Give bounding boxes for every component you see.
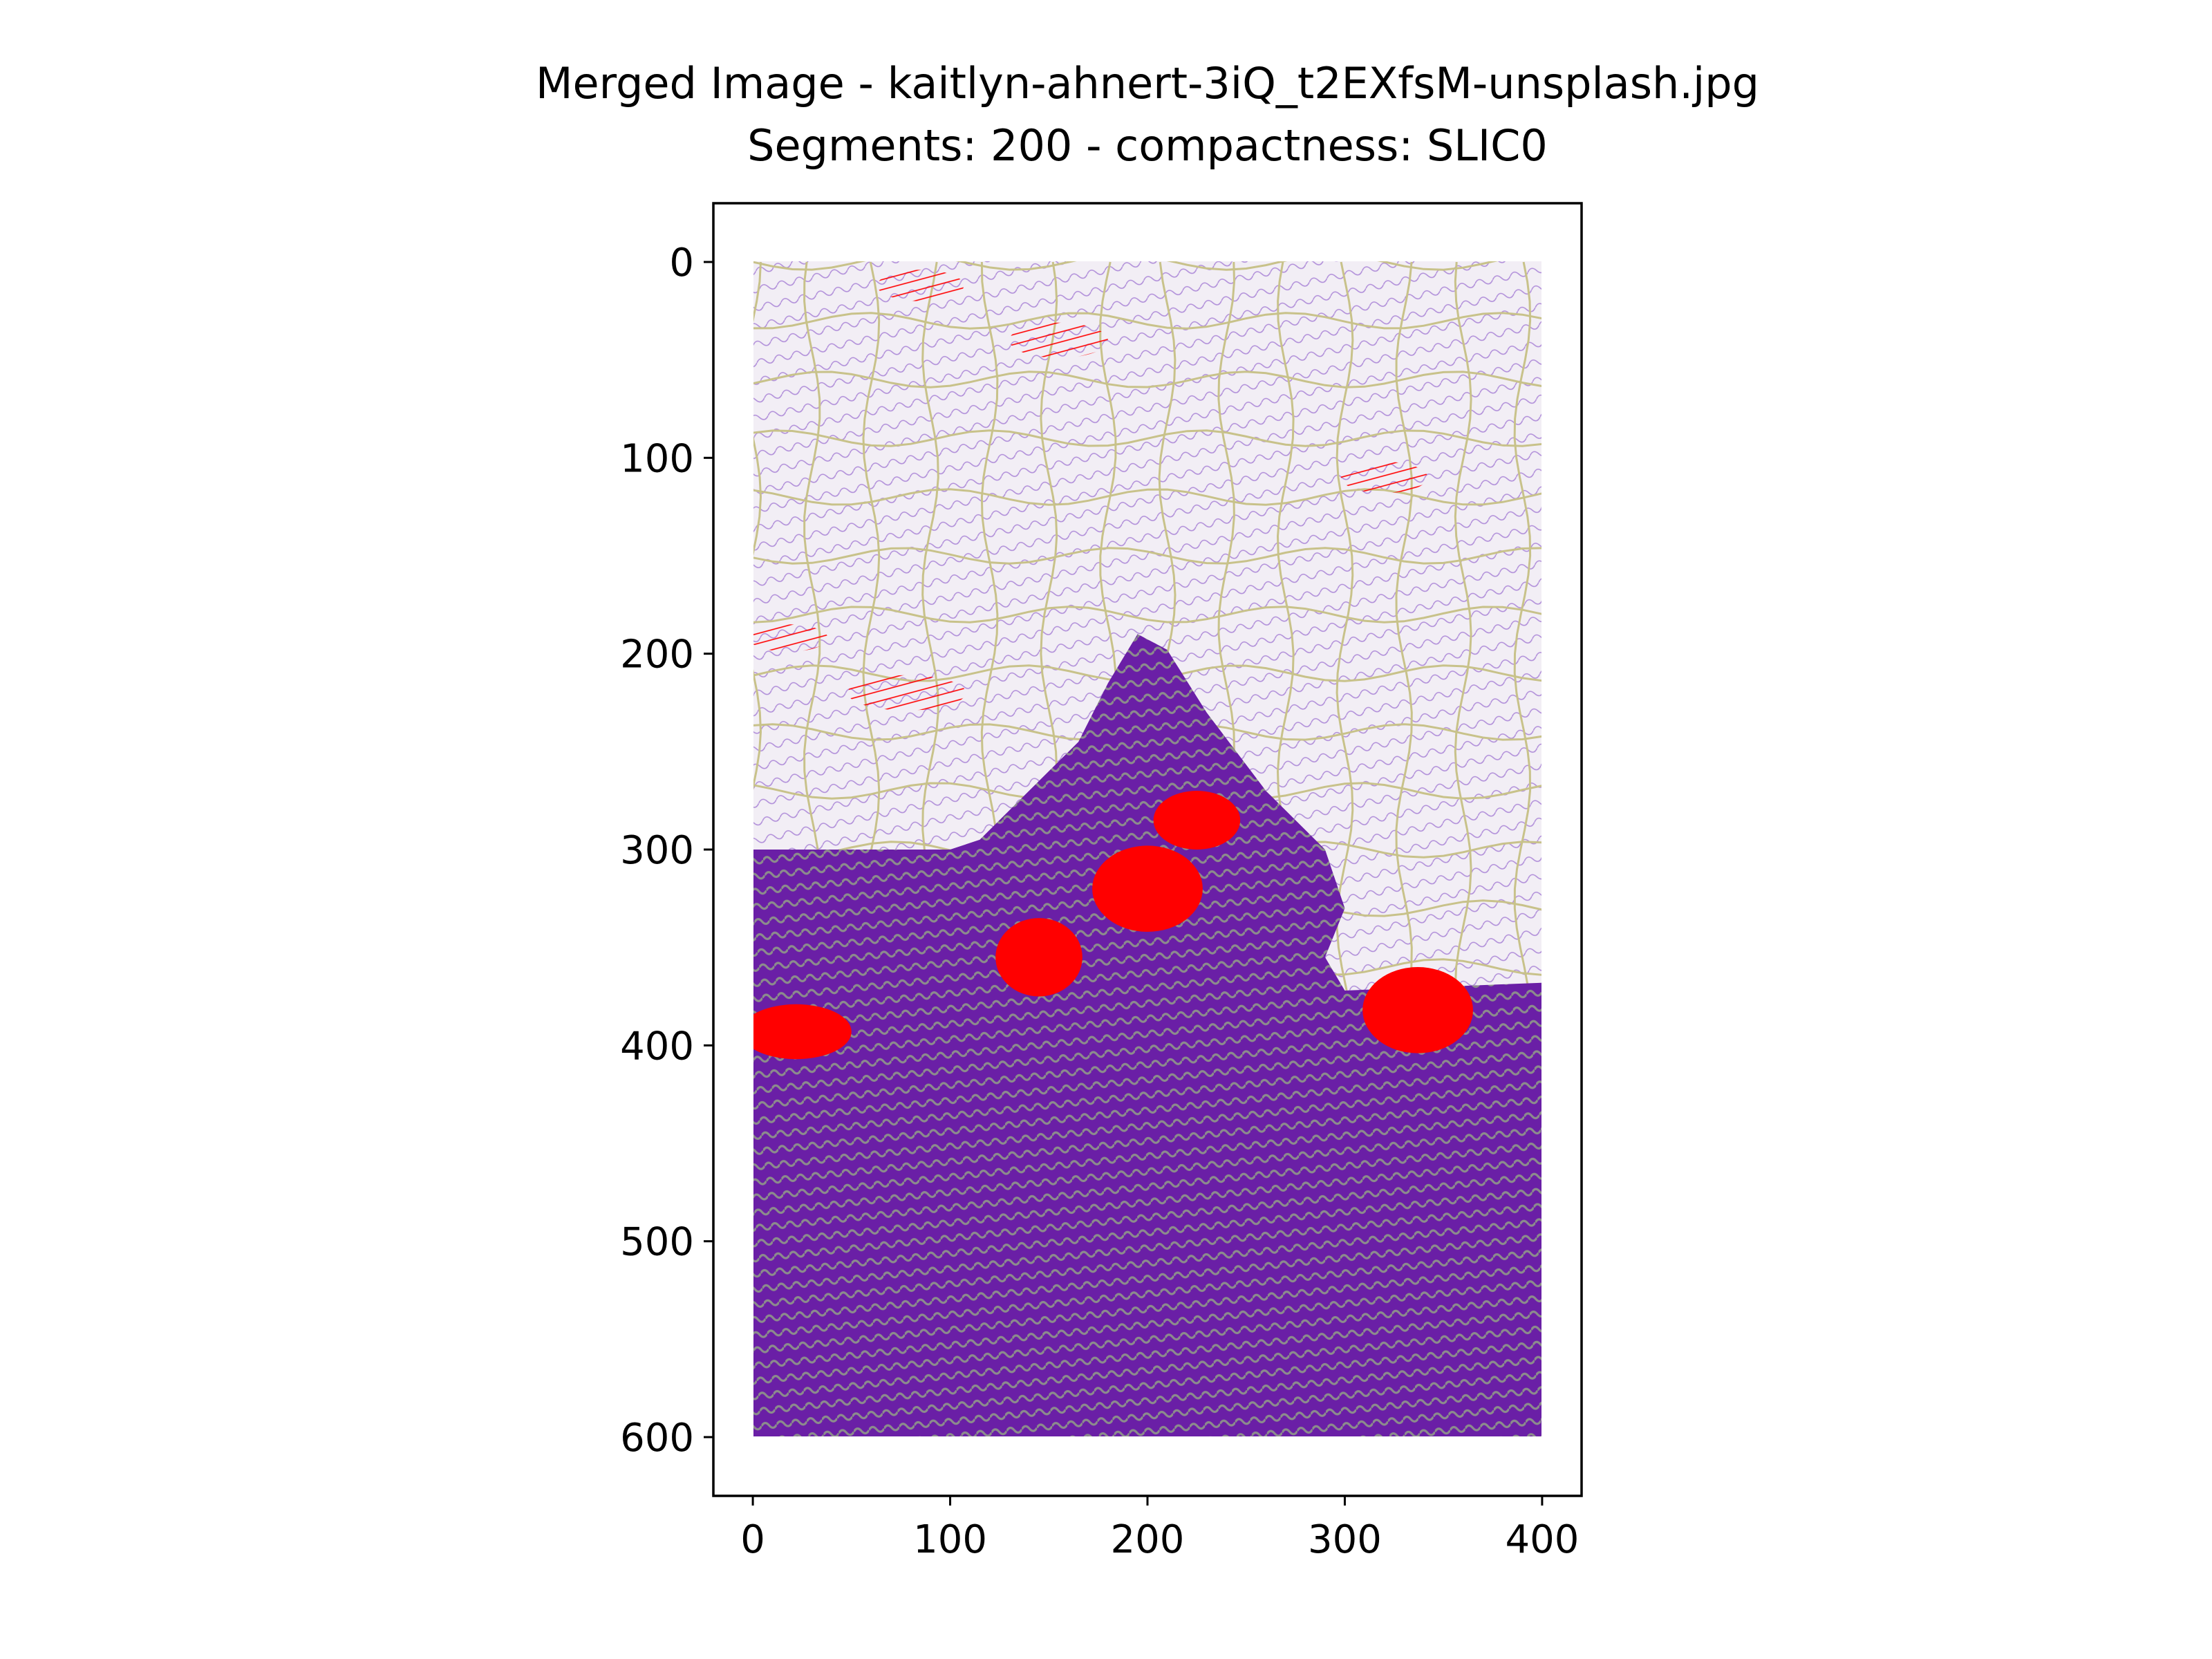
- y-axis: 0 100 200 300 400 500 600: [620, 241, 713, 1461]
- x-tick-label: 300: [1308, 1517, 1382, 1562]
- red-segment: [1092, 845, 1203, 932]
- red-segment: [995, 918, 1082, 996]
- red-segment: [1362, 967, 1473, 1053]
- y-tick-label: 400: [620, 1024, 694, 1069]
- x-tick-label: 0: [740, 1517, 765, 1562]
- x-tick-label: 400: [1505, 1517, 1579, 1562]
- red-segment: [1341, 462, 1428, 493]
- red-segment: [1009, 323, 1108, 358]
- x-tick-label: 100: [913, 1517, 987, 1562]
- red-segment: [749, 624, 827, 652]
- y-tick-label: 500: [620, 1220, 694, 1265]
- y-tick-label: 300: [620, 828, 694, 873]
- red-segment: [1154, 791, 1241, 850]
- red-segment: [741, 1004, 852, 1059]
- chart-subtitle: Segments: 200 - compactness: SLIC0: [747, 120, 1548, 171]
- y-tick-label: 100: [620, 436, 694, 481]
- y-tick-label: 200: [620, 632, 694, 677]
- red-segment: [847, 675, 966, 711]
- x-tick-label: 200: [1111, 1517, 1185, 1562]
- chart-title: Merged Image - kaitlyn-ahnert-3iQ_t2EXfs…: [536, 58, 1759, 109]
- y-tick-label: 0: [669, 241, 694, 285]
- red-segment: [877, 270, 964, 301]
- plot-area: 0 100 200 300 400 0 100 200 300 400 500 600: [620, 203, 1582, 1562]
- x-axis: 0 100 200 300 400: [740, 1496, 1579, 1562]
- y-tick-label: 600: [620, 1416, 694, 1461]
